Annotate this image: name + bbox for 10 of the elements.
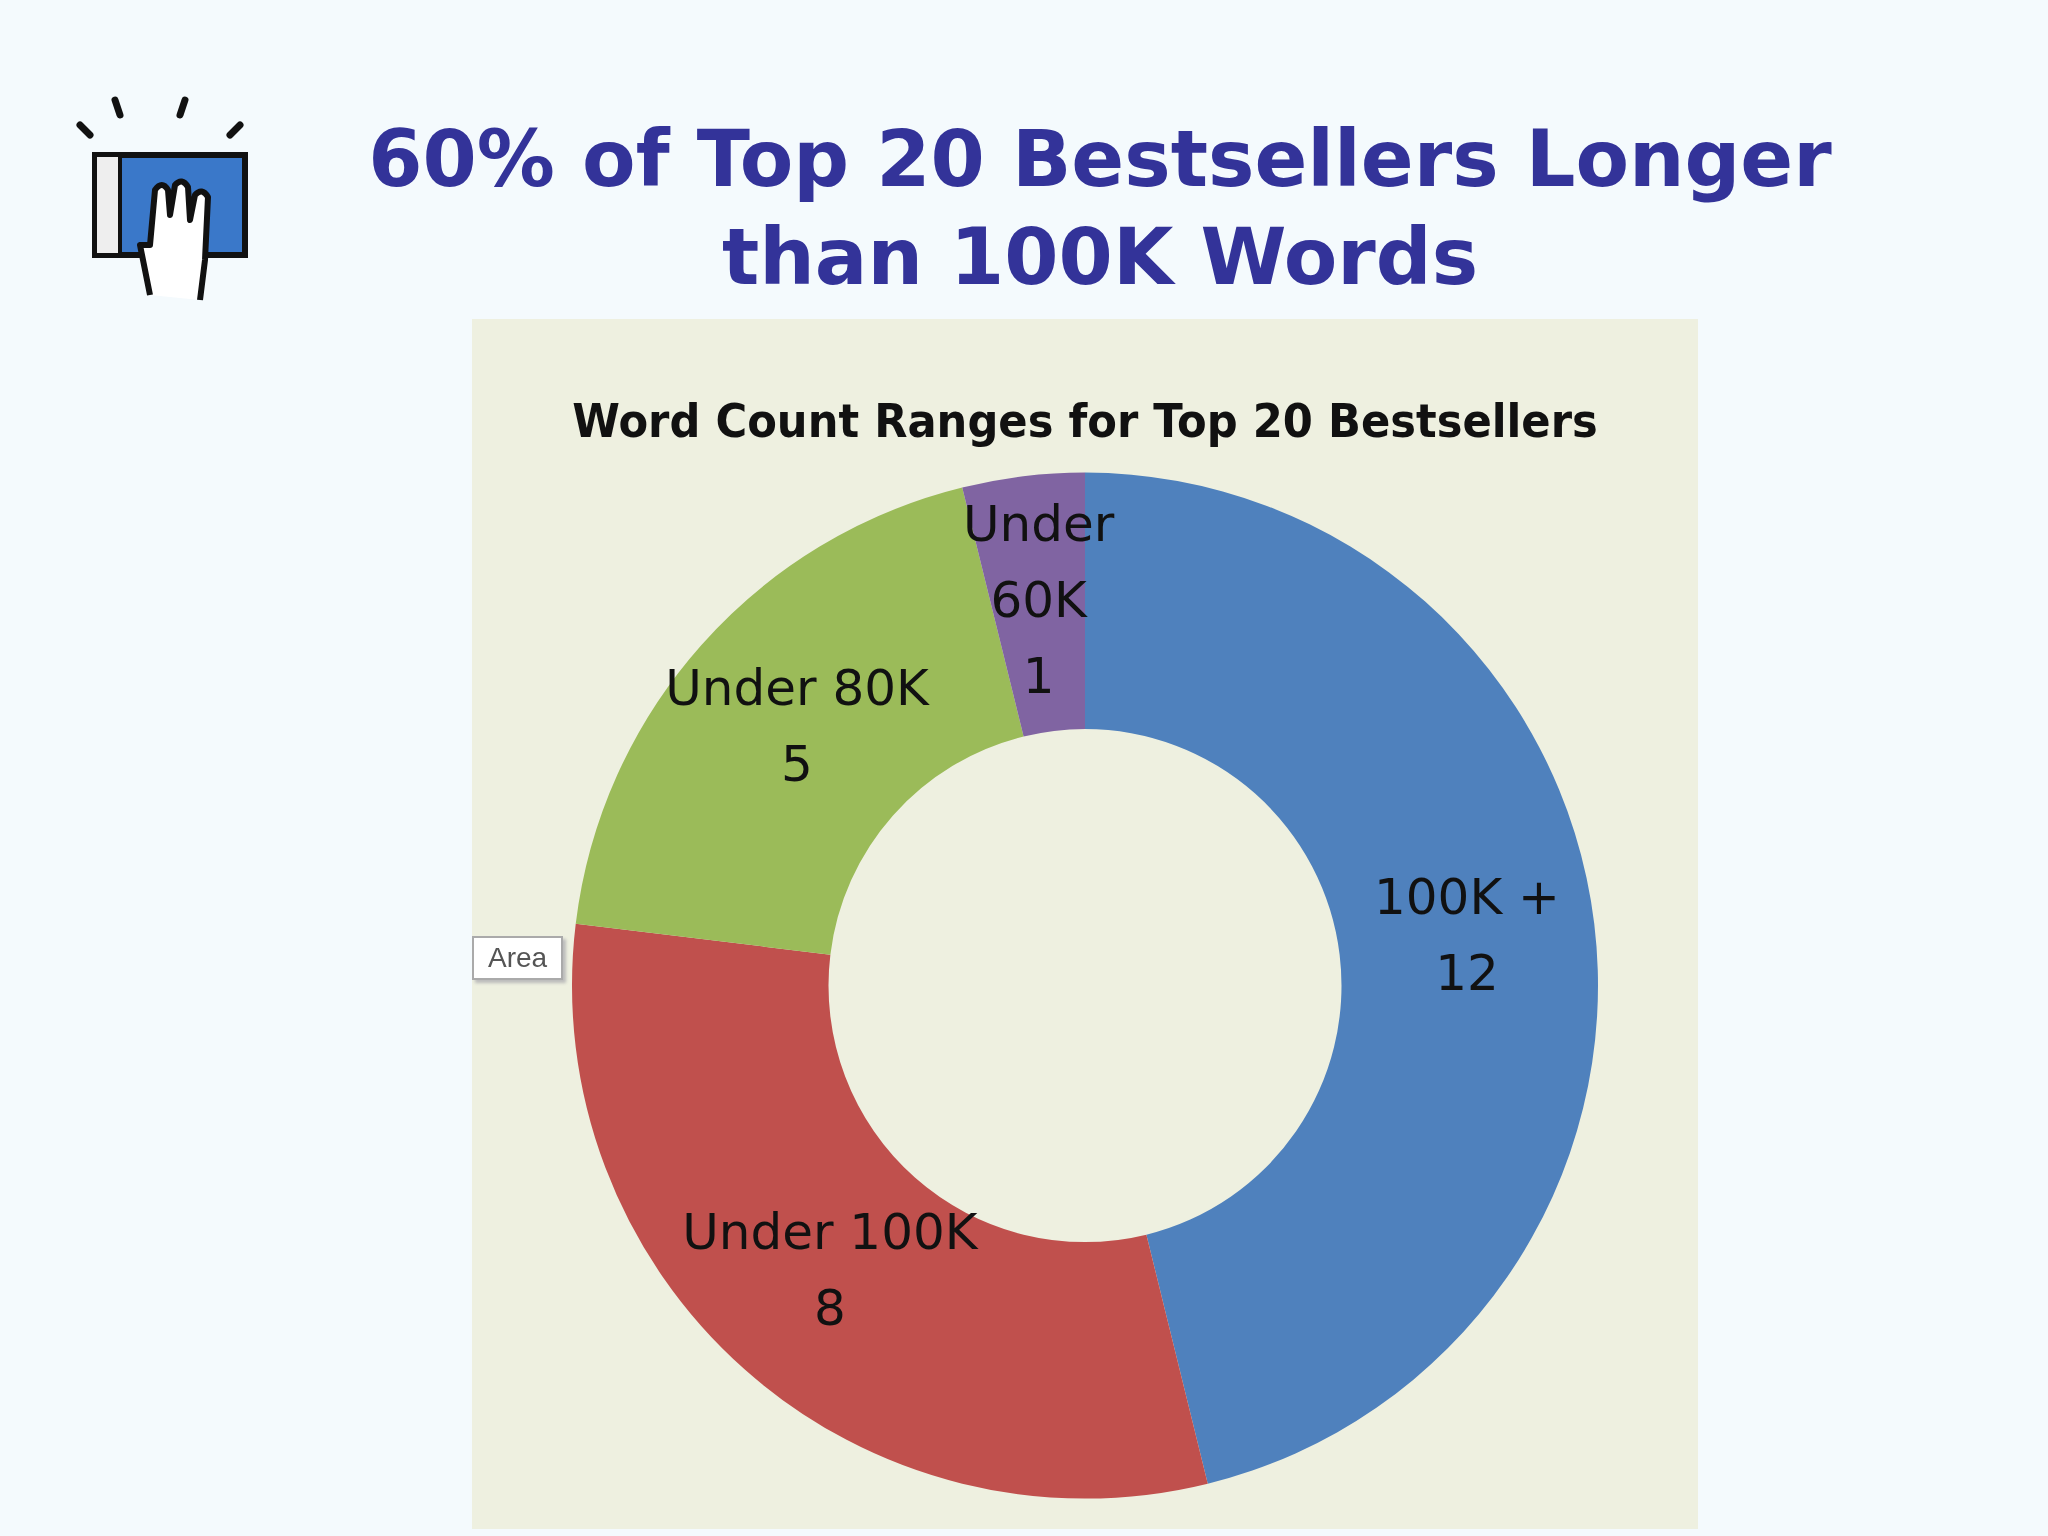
- slice-label: Under 80K: [665, 659, 931, 718]
- data-label: 12: [1435, 944, 1499, 1003]
- slice-label: Under 100K: [682, 1202, 979, 1261]
- chart-subtitle: Word Count Ranges for Top 20 Bestsellers: [572, 394, 1598, 448]
- chart-title: 60% of Top 20 Bestsellers Longer than 100K Words: [367, 113, 1833, 304]
- data-label: 5: [781, 735, 813, 794]
- text: Area: [472, 936, 564, 980]
- data-label: 1: [1022, 646, 1055, 705]
- slice-label: 100K +: [1373, 868, 1560, 927]
- data-label: 8: [813, 1278, 846, 1337]
